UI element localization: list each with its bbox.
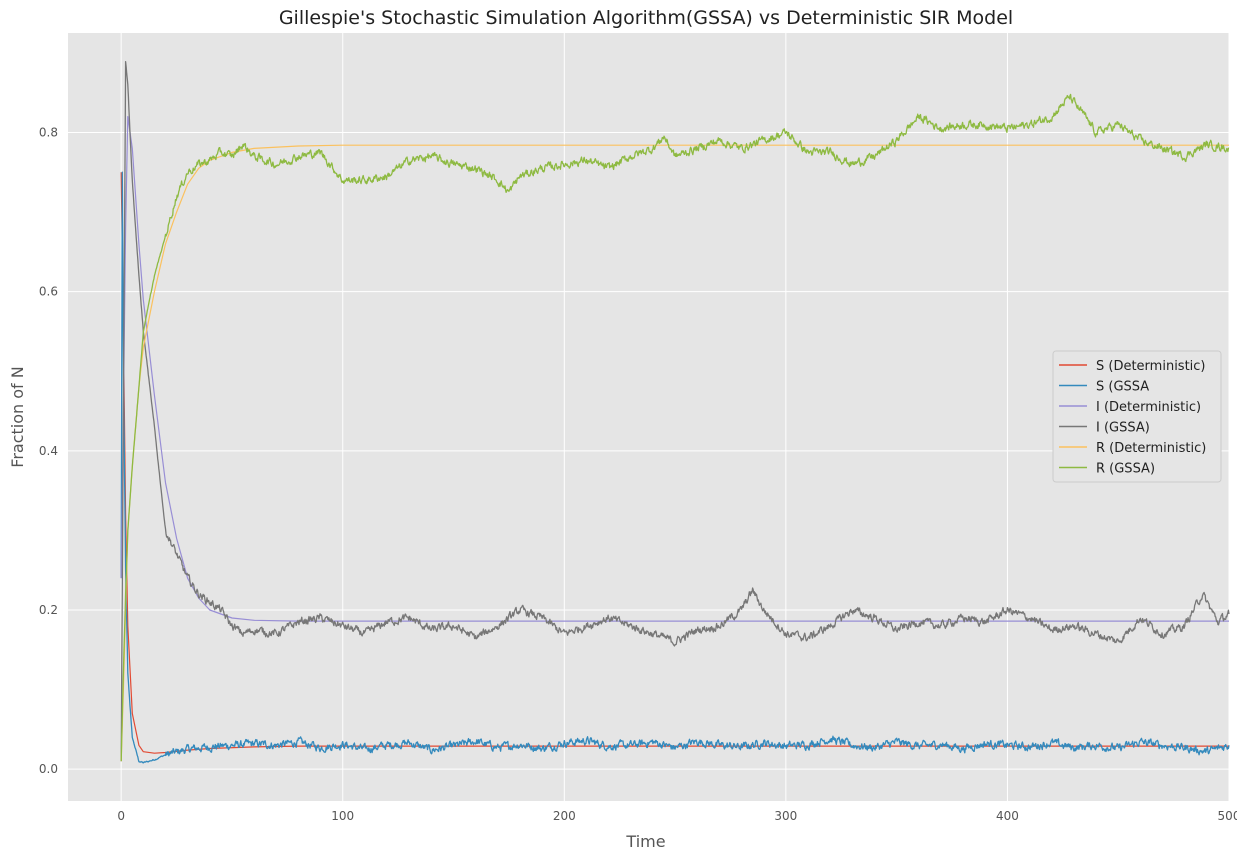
legend-label-0: S (Deterministic) — [1096, 359, 1206, 374]
series-line-0 — [120, 172, 1229, 754]
x-axis-label: Time — [625, 832, 665, 851]
y-tick-label: 0.8 — [39, 125, 58, 139]
chart-title: Gillespie's Stochastic Simulation Algori… — [279, 7, 1013, 29]
series-group — [120, 61, 1230, 764]
legend-label-2: I (Deterministic) — [1096, 400, 1201, 415]
x-tick-label: 400 — [996, 809, 1019, 823]
y-tick-label: 0.0 — [39, 762, 58, 776]
tick-labels: 0 100 200 300 400 500 0.0 0.2 0.4 0.6 0.8 — [39, 125, 1237, 823]
legend-label-5: R (GSSA) — [1096, 462, 1155, 477]
y-axis-label: Fraction of N — [8, 366, 27, 467]
x-tick-label: 200 — [553, 809, 576, 823]
series-line-2 — [120, 116, 1229, 622]
y-tick-label: 0.2 — [39, 603, 58, 617]
plot-background — [68, 33, 1229, 801]
grid — [68, 33, 1230, 801]
legend: S (Deterministic) S (GSSA I (Deterministic… — [1052, 350, 1222, 483]
legend-label-1: S (GSSA — [1096, 380, 1149, 395]
legend-label-4: R (Deterministic) — [1096, 441, 1206, 456]
legend-box — [1052, 350, 1222, 483]
y-tick-label: 0.4 — [39, 444, 58, 458]
y-tick-label: 0.6 — [39, 285, 58, 299]
x-tick-label: 100 — [331, 809, 354, 823]
legend-label-3: I (GSSA) — [1096, 421, 1150, 436]
series-line-5 — [120, 93, 1230, 762]
series-line-1 — [120, 171, 1230, 764]
series-line-3 — [120, 61, 1230, 762]
x-tick-label: 0 — [117, 809, 125, 823]
x-tick-label: 300 — [774, 809, 797, 823]
x-tick-label: 500 — [1218, 809, 1237, 823]
